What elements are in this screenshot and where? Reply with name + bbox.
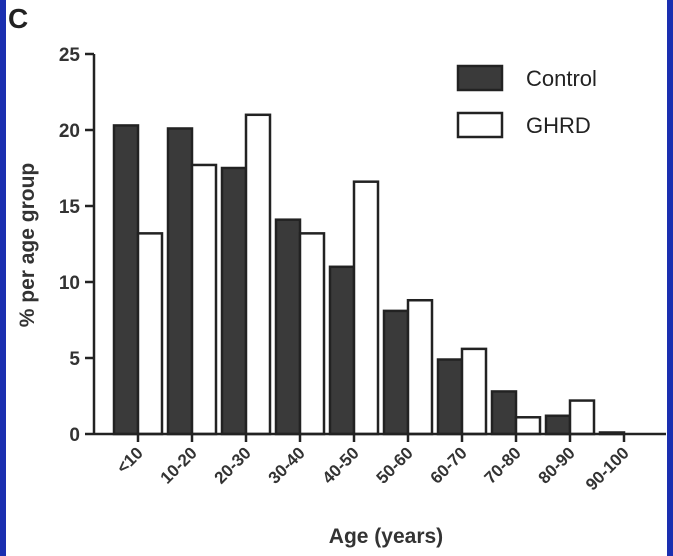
y-tick-label-15: 15 [59,197,81,218]
bar-ghrd-4 [352,180,380,436]
x-tick-label-8: 80-90 [535,443,579,487]
x-tick-label-4: 40-50 [319,443,363,487]
panel-label: C [8,3,28,34]
bar-ghrd-6 [460,347,488,436]
legend-label-ghrd: GHRD [526,113,591,138]
legend: Control GHRD [456,64,597,139]
bar-ghrd-8 [568,399,596,436]
legend-swatch-ghrd [456,111,504,139]
bar-ghrd-2 [244,113,272,436]
y-axis-title: % per age group [16,163,39,328]
figure-panel: C 0 5 10 15 20 25 <10 10-20 20-30 30-40 40-50 50-60… [6,0,667,556]
y-tick-label-25: 25 [59,45,81,66]
x-axis-title: Age (years) [329,525,443,548]
y-tick-label-10: 10 [59,273,80,294]
bar-ghrd-0 [136,232,164,436]
y-tick-label-5: 5 [69,349,80,370]
bar-chart: C 0 5 10 15 20 25 <10 10-20 20-30 30-40 40-50 50-60… [8,3,666,548]
x-tick-label-2: 20-30 [211,443,255,487]
legend-swatch-control [456,64,504,92]
bar-control-2 [220,166,248,436]
bar-ghrd-1 [190,163,218,436]
y-tick-label-0: 0 [69,425,80,446]
x-tick-label-3: 30-40 [265,443,309,487]
x-tick-label-9: 90-100 [582,443,633,494]
bar-ghrd-7 [514,416,542,436]
x-tick-label-6: 60-70 [427,443,471,487]
x-tick-label-7: 70-80 [481,443,525,487]
bar-control-0 [112,124,140,436]
bar-control-6 [436,358,464,436]
bar-control-1 [166,127,194,436]
x-tick-label-0: <10 [113,443,147,477]
bar-control-7 [490,390,518,436]
bar-control-3 [274,218,302,436]
legend-label-control: Control [526,66,597,91]
x-tick-label-1: 10-20 [157,443,201,487]
bar-ghrd-3 [298,232,326,436]
bar-control-4 [328,265,356,436]
bar-control-8 [544,414,572,436]
bar-ghrd-5 [406,298,434,436]
bar-control-5 [382,309,410,436]
x-tick-label-5: 50-60 [373,443,417,487]
y-tick-label-20: 20 [59,121,80,142]
